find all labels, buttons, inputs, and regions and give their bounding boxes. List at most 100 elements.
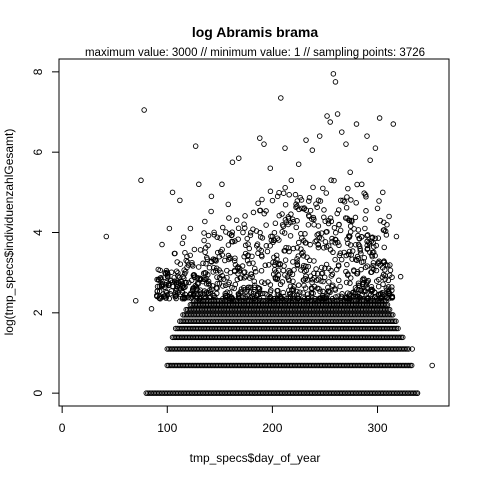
data-point	[270, 239, 276, 245]
data-point	[328, 177, 334, 183]
data-point	[304, 254, 310, 260]
y-axis: 0 2 4 6 8	[31, 68, 60, 396]
data-point	[173, 281, 180, 288]
data-point	[194, 291, 201, 298]
data-point	[208, 208, 214, 215]
data-point	[282, 217, 289, 223]
data-point	[298, 197, 305, 203]
data-point	[383, 261, 389, 268]
data-point	[324, 228, 330, 235]
data-point	[154, 283, 161, 290]
data-point	[229, 159, 236, 165]
data-point	[398, 334, 404, 341]
data-point	[322, 265, 328, 271]
data-point	[337, 250, 344, 256]
data-point	[386, 213, 392, 220]
data-point	[261, 141, 267, 147]
data-point	[272, 220, 279, 227]
data-point	[314, 270, 321, 277]
data-point	[200, 278, 206, 285]
data-point	[176, 274, 183, 281]
data-point	[380, 281, 386, 287]
data-point	[214, 280, 221, 287]
data-point	[348, 217, 354, 224]
data-point	[318, 270, 325, 277]
data-point	[201, 237, 207, 244]
data-point	[225, 281, 232, 288]
data-point	[157, 267, 163, 274]
data-point	[301, 206, 307, 212]
data-point	[201, 230, 207, 236]
data-point	[290, 259, 296, 265]
data-point	[302, 231, 308, 237]
data-point	[341, 249, 347, 256]
data-point	[214, 249, 221, 256]
data-point	[405, 346, 412, 352]
data-point	[408, 362, 415, 369]
data-point	[355, 241, 362, 248]
data-point	[362, 264, 369, 271]
data-point	[400, 334, 406, 341]
data-point	[202, 218, 208, 225]
data-point	[196, 181, 202, 188]
data-point	[156, 277, 162, 284]
data-point	[390, 121, 397, 127]
data-point	[328, 273, 335, 279]
data-point	[322, 239, 329, 245]
data-point	[362, 216, 369, 222]
data-point	[238, 275, 244, 281]
data-point	[323, 244, 330, 250]
data-point	[300, 249, 306, 255]
data-point	[320, 288, 326, 295]
data-point	[288, 177, 295, 184]
data-point	[257, 135, 263, 141]
data-point	[315, 231, 322, 237]
data-point	[204, 256, 211, 262]
data-point	[275, 287, 281, 294]
data-point	[177, 261, 184, 267]
data-point	[369, 235, 375, 241]
data-point	[350, 289, 356, 296]
data-point	[192, 143, 199, 149]
data-point	[219, 252, 225, 258]
data-point	[287, 233, 294, 239]
data-point	[298, 230, 304, 237]
data-point	[429, 362, 435, 369]
y-tick-label: 2	[31, 309, 45, 316]
data-point	[282, 201, 289, 208]
x-axis: 0 100 200 300	[59, 405, 388, 435]
data-point	[354, 269, 361, 275]
data-point	[345, 185, 351, 192]
data-point	[392, 325, 398, 332]
data-point	[339, 129, 345, 135]
data-point	[253, 228, 260, 234]
y-axis-label: log(tmp_specs$individuenzahlGesamt)	[2, 129, 16, 336]
data-point	[181, 284, 187, 291]
data-point	[301, 262, 307, 269]
data-point	[395, 325, 401, 332]
data-point	[327, 289, 333, 296]
data-point	[208, 294, 214, 300]
data-point	[337, 283, 343, 290]
data-point	[263, 243, 270, 249]
data-point	[286, 267, 292, 274]
data-point	[331, 177, 337, 184]
data-point	[373, 267, 380, 274]
data-point	[234, 276, 241, 283]
data-point	[283, 295, 290, 302]
data-point	[250, 209, 257, 216]
data-point	[332, 256, 338, 263]
data-point	[205, 242, 211, 249]
data-point	[226, 215, 232, 221]
data-point	[217, 248, 224, 255]
data-point	[323, 294, 329, 300]
data-point	[132, 298, 139, 304]
data-point	[295, 295, 302, 302]
data-point	[250, 290, 257, 297]
data-point	[271, 254, 277, 261]
data-point	[382, 272, 388, 279]
data-point	[182, 249, 188, 256]
data-point	[382, 276, 388, 282]
data-point	[364, 242, 370, 249]
